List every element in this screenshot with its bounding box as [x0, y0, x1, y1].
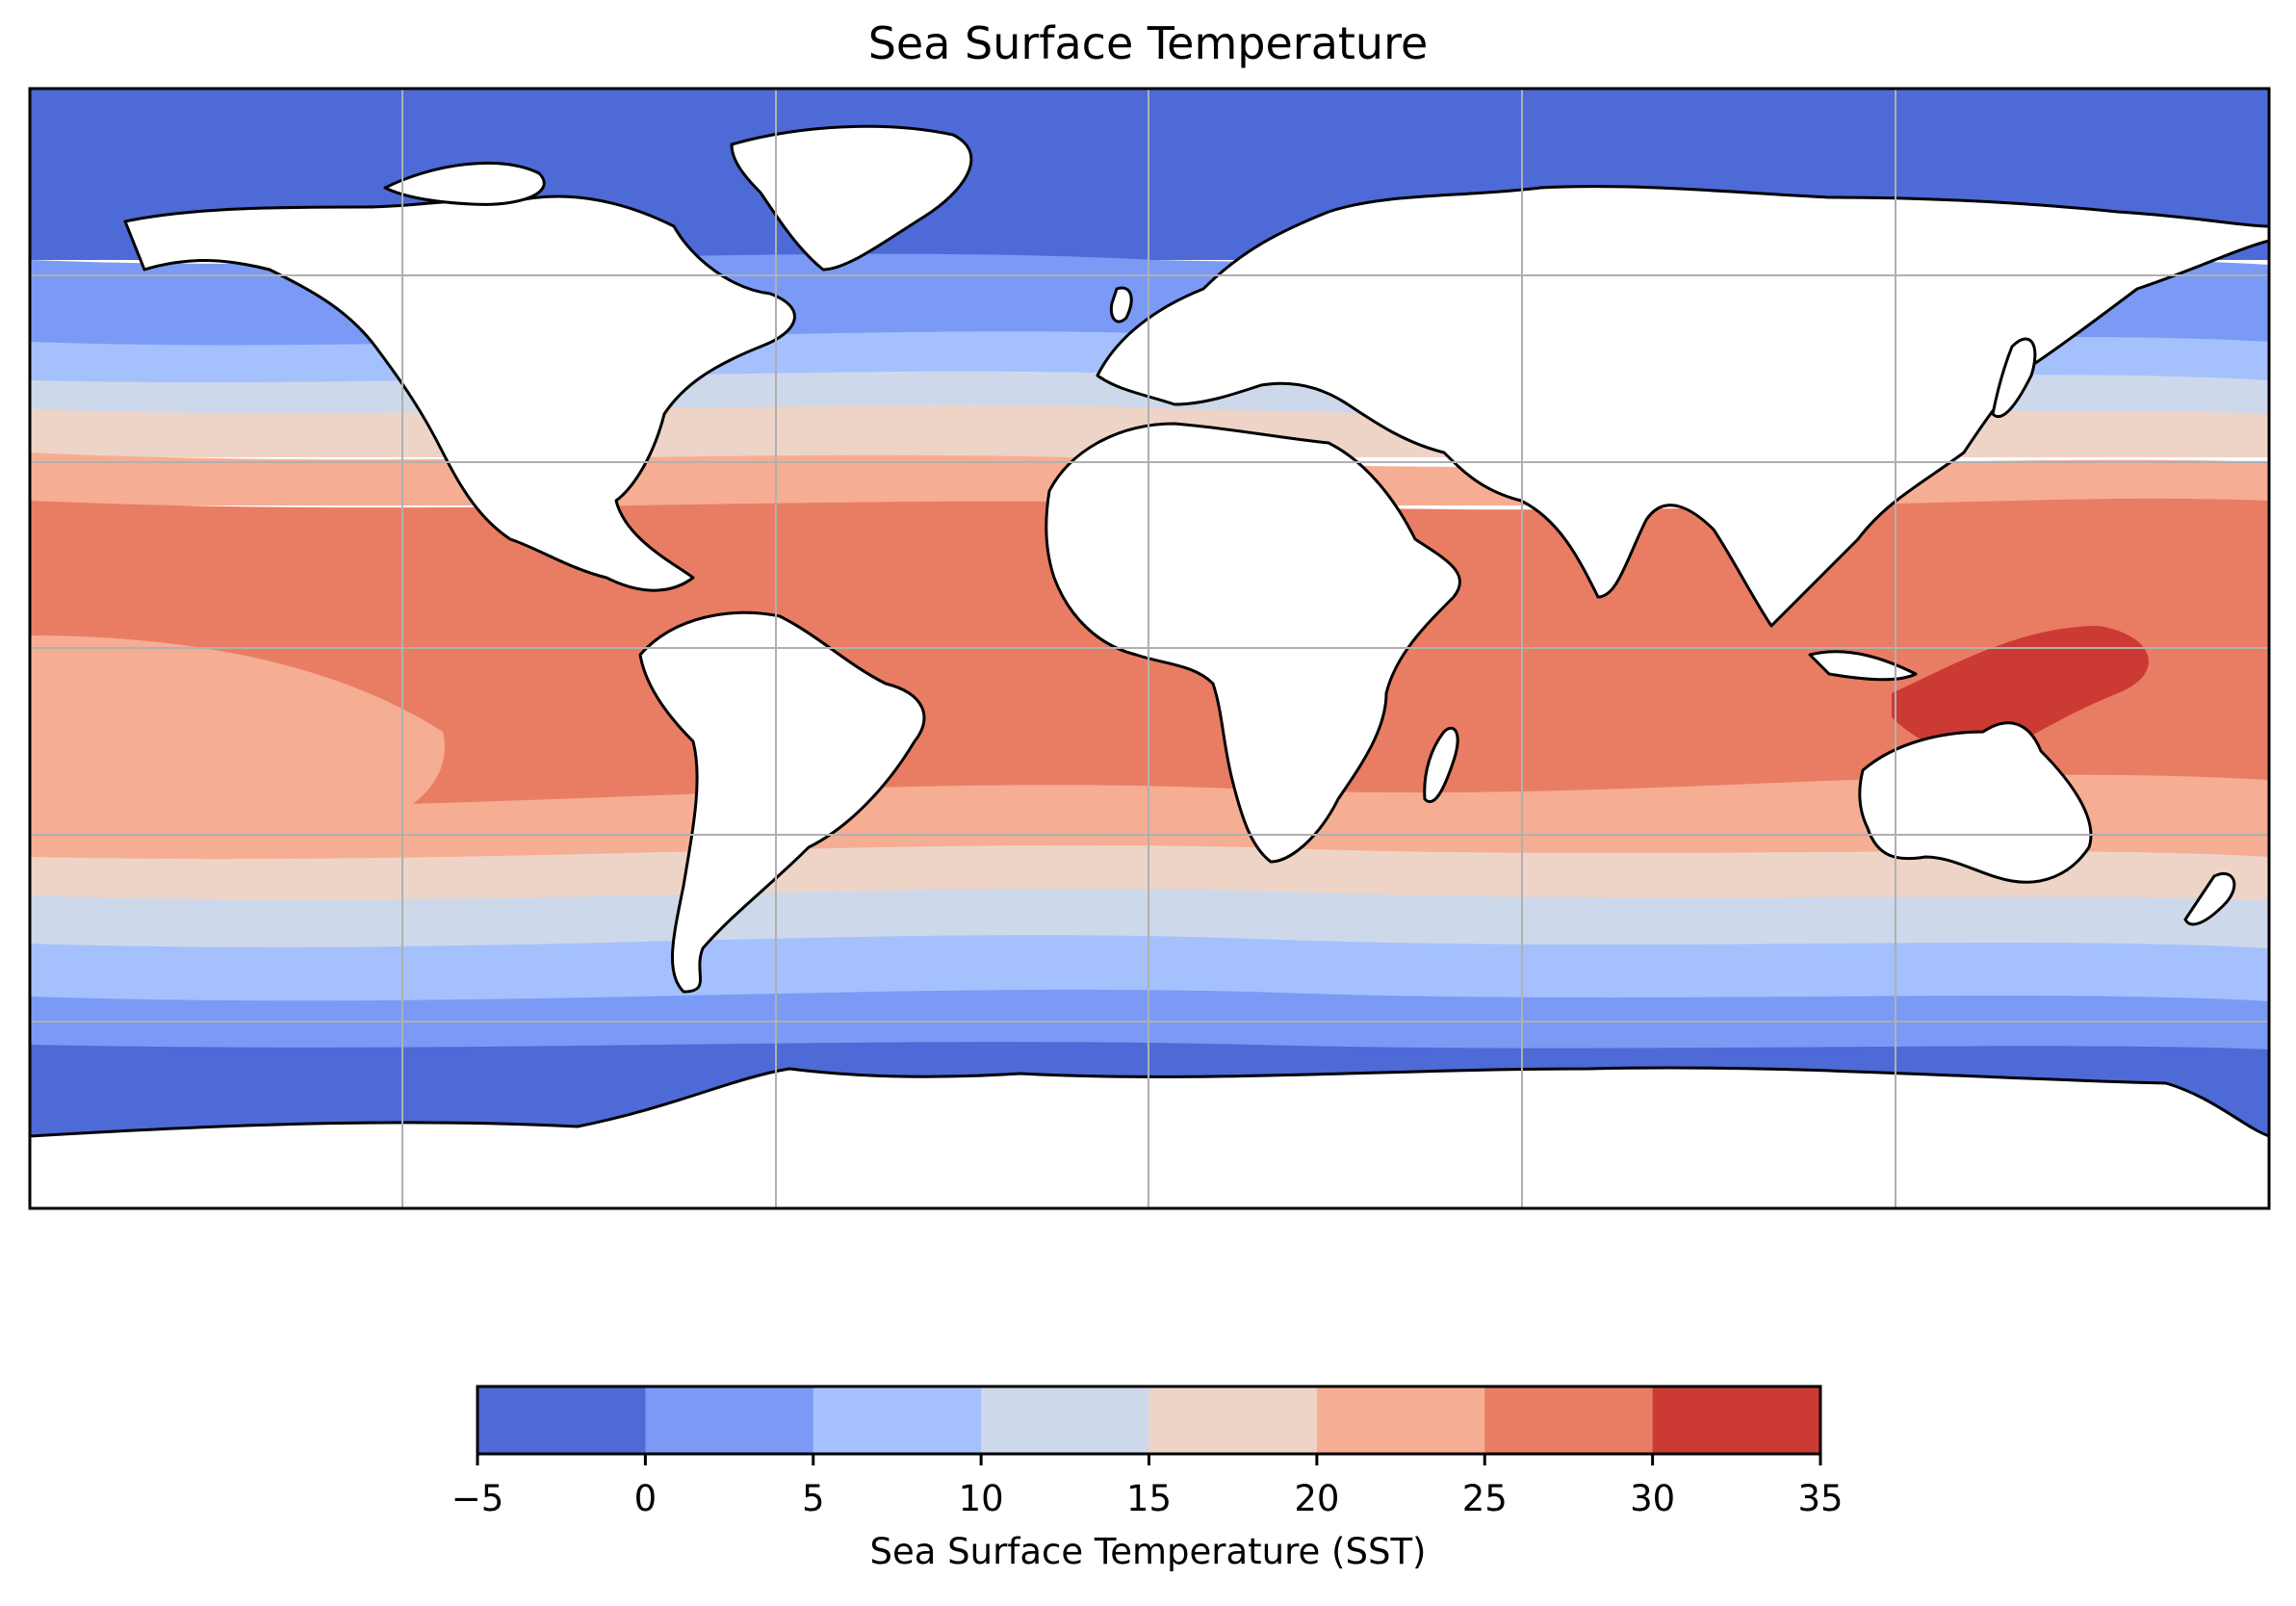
gridlines: [30, 89, 2269, 1208]
colorbar-tick-label: 5: [801, 1478, 825, 1519]
map-frame: [28, 87, 2271, 1210]
map-title: Sea Surface Temperature: [867, 17, 1429, 69]
colorbar-bin: [1316, 1386, 1485, 1454]
colorbar-label: Sea Surface Temperature (SST): [869, 1531, 1427, 1572]
land-greenland: [730, 124, 973, 272]
land-australia: [1858, 721, 2093, 884]
colorbar-tick-label: 20: [1294, 1478, 1340, 1519]
land-canadian-archipelago: [383, 161, 546, 206]
colorbar-bin: [981, 1386, 1149, 1454]
land-europe-asia: [1096, 185, 2269, 628]
colorbar-bin: [1148, 1386, 1318, 1454]
land-south-america: [638, 610, 926, 994]
colorbar-bin: [1484, 1386, 1654, 1454]
map-area: [30, 89, 2269, 1208]
land-uk: [1109, 286, 1133, 324]
land-indonesia: [1808, 650, 1918, 682]
land-africa: [1045, 422, 1461, 864]
colorbar-tick-label: 10: [958, 1478, 1004, 1519]
band-east-pacific-cool: [30, 635, 445, 809]
colorbar-tick-label: 35: [1797, 1478, 1844, 1519]
colorbar-tick-label: 0: [633, 1478, 658, 1519]
colorbar-tick-label: 25: [1461, 1478, 1508, 1519]
band-warm-pool: [1892, 626, 2150, 754]
land-new-zealand: [2183, 871, 2236, 926]
colorbar-tick-label: 15: [1125, 1478, 1173, 1519]
colorbar-tick-label: 30: [1630, 1478, 1676, 1519]
land-madagascar: [1423, 726, 1459, 803]
colorbar-bin: [477, 1386, 646, 1454]
colorbar-bin: [1652, 1386, 1821, 1454]
colorbar-bin: [813, 1386, 982, 1454]
colorbar-bin: [645, 1386, 814, 1454]
colorbar: [476, 1385, 1822, 1465]
colorbar-tick-label: −5: [451, 1478, 504, 1519]
land-japan: [1991, 337, 2037, 418]
